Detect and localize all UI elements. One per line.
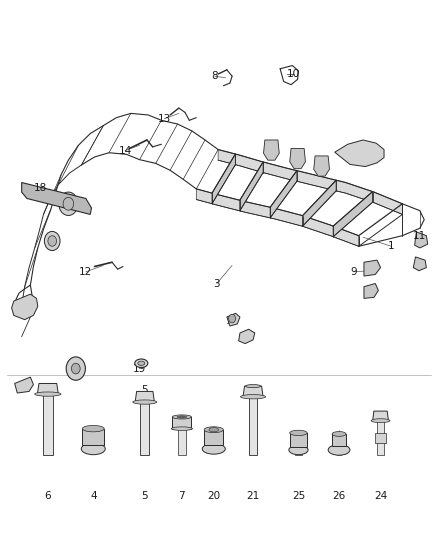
Ellipse shape: [204, 427, 223, 433]
Circle shape: [229, 314, 236, 323]
Text: 7: 7: [179, 491, 185, 501]
Ellipse shape: [240, 394, 265, 399]
Ellipse shape: [133, 400, 157, 404]
Ellipse shape: [177, 416, 187, 418]
Bar: [375, 433, 386, 443]
Bar: [43, 394, 53, 455]
Text: 2: 2: [21, 300, 28, 310]
Polygon shape: [364, 284, 378, 298]
Bar: [377, 421, 384, 455]
Ellipse shape: [246, 384, 261, 387]
Ellipse shape: [209, 427, 219, 432]
Text: 13: 13: [158, 114, 171, 124]
Text: 26: 26: [332, 491, 346, 501]
Bar: [178, 429, 186, 455]
Polygon shape: [37, 383, 58, 394]
Polygon shape: [335, 140, 384, 166]
Polygon shape: [333, 191, 373, 237]
Text: 4: 4: [90, 491, 96, 501]
Ellipse shape: [371, 419, 390, 423]
Bar: [82, 429, 104, 445]
Polygon shape: [264, 140, 279, 160]
Polygon shape: [227, 313, 240, 326]
Text: 1: 1: [388, 241, 395, 251]
Text: 24: 24: [374, 491, 387, 501]
Ellipse shape: [290, 430, 307, 435]
Bar: [249, 397, 257, 455]
Text: 14: 14: [119, 146, 132, 156]
Circle shape: [48, 236, 57, 246]
Polygon shape: [135, 391, 154, 402]
Polygon shape: [314, 156, 329, 176]
Polygon shape: [290, 149, 305, 168]
Text: 10: 10: [286, 69, 300, 79]
Ellipse shape: [138, 361, 145, 366]
Polygon shape: [413, 257, 426, 271]
Circle shape: [66, 357, 85, 380]
Polygon shape: [196, 189, 359, 246]
Text: 11: 11: [413, 231, 427, 241]
Polygon shape: [415, 232, 427, 248]
Ellipse shape: [82, 425, 104, 432]
Polygon shape: [364, 260, 381, 276]
Ellipse shape: [202, 443, 225, 454]
Ellipse shape: [180, 416, 184, 417]
Ellipse shape: [289, 445, 308, 455]
Text: 25: 25: [292, 491, 305, 501]
Ellipse shape: [332, 432, 346, 437]
Bar: [294, 449, 302, 455]
Polygon shape: [21, 182, 92, 214]
Ellipse shape: [328, 445, 350, 455]
Bar: [332, 434, 346, 446]
Text: 23: 23: [17, 383, 30, 393]
Bar: [172, 417, 191, 429]
Text: 8: 8: [211, 71, 218, 81]
Polygon shape: [218, 150, 403, 214]
Bar: [337, 449, 341, 455]
Polygon shape: [14, 377, 33, 393]
Circle shape: [71, 364, 80, 374]
Circle shape: [63, 197, 74, 210]
Polygon shape: [270, 171, 297, 218]
Text: 16: 16: [226, 316, 239, 326]
Text: 20: 20: [207, 491, 220, 501]
Circle shape: [44, 231, 60, 251]
Text: 6: 6: [45, 491, 51, 501]
Polygon shape: [373, 411, 389, 421]
Text: 19: 19: [133, 364, 146, 374]
Polygon shape: [212, 154, 235, 204]
Ellipse shape: [172, 415, 191, 419]
Polygon shape: [240, 162, 263, 211]
Text: 3: 3: [213, 279, 220, 288]
Ellipse shape: [135, 359, 148, 368]
Ellipse shape: [81, 443, 105, 455]
Bar: [290, 433, 307, 447]
Polygon shape: [12, 294, 38, 320]
Text: 12: 12: [79, 267, 92, 277]
Text: 21: 21: [247, 491, 260, 501]
Polygon shape: [243, 386, 263, 397]
Text: 22: 22: [67, 369, 81, 379]
Text: 9: 9: [350, 267, 357, 277]
Text: 5: 5: [141, 385, 148, 395]
Text: 17: 17: [242, 332, 255, 342]
Ellipse shape: [35, 392, 61, 396]
Ellipse shape: [171, 427, 192, 430]
Bar: [204, 430, 223, 445]
Text: 21: 21: [247, 385, 260, 395]
Circle shape: [59, 192, 78, 215]
Bar: [141, 402, 149, 455]
Text: 18: 18: [34, 183, 47, 193]
Text: 5: 5: [141, 491, 148, 501]
Polygon shape: [239, 329, 255, 344]
Polygon shape: [303, 180, 336, 227]
